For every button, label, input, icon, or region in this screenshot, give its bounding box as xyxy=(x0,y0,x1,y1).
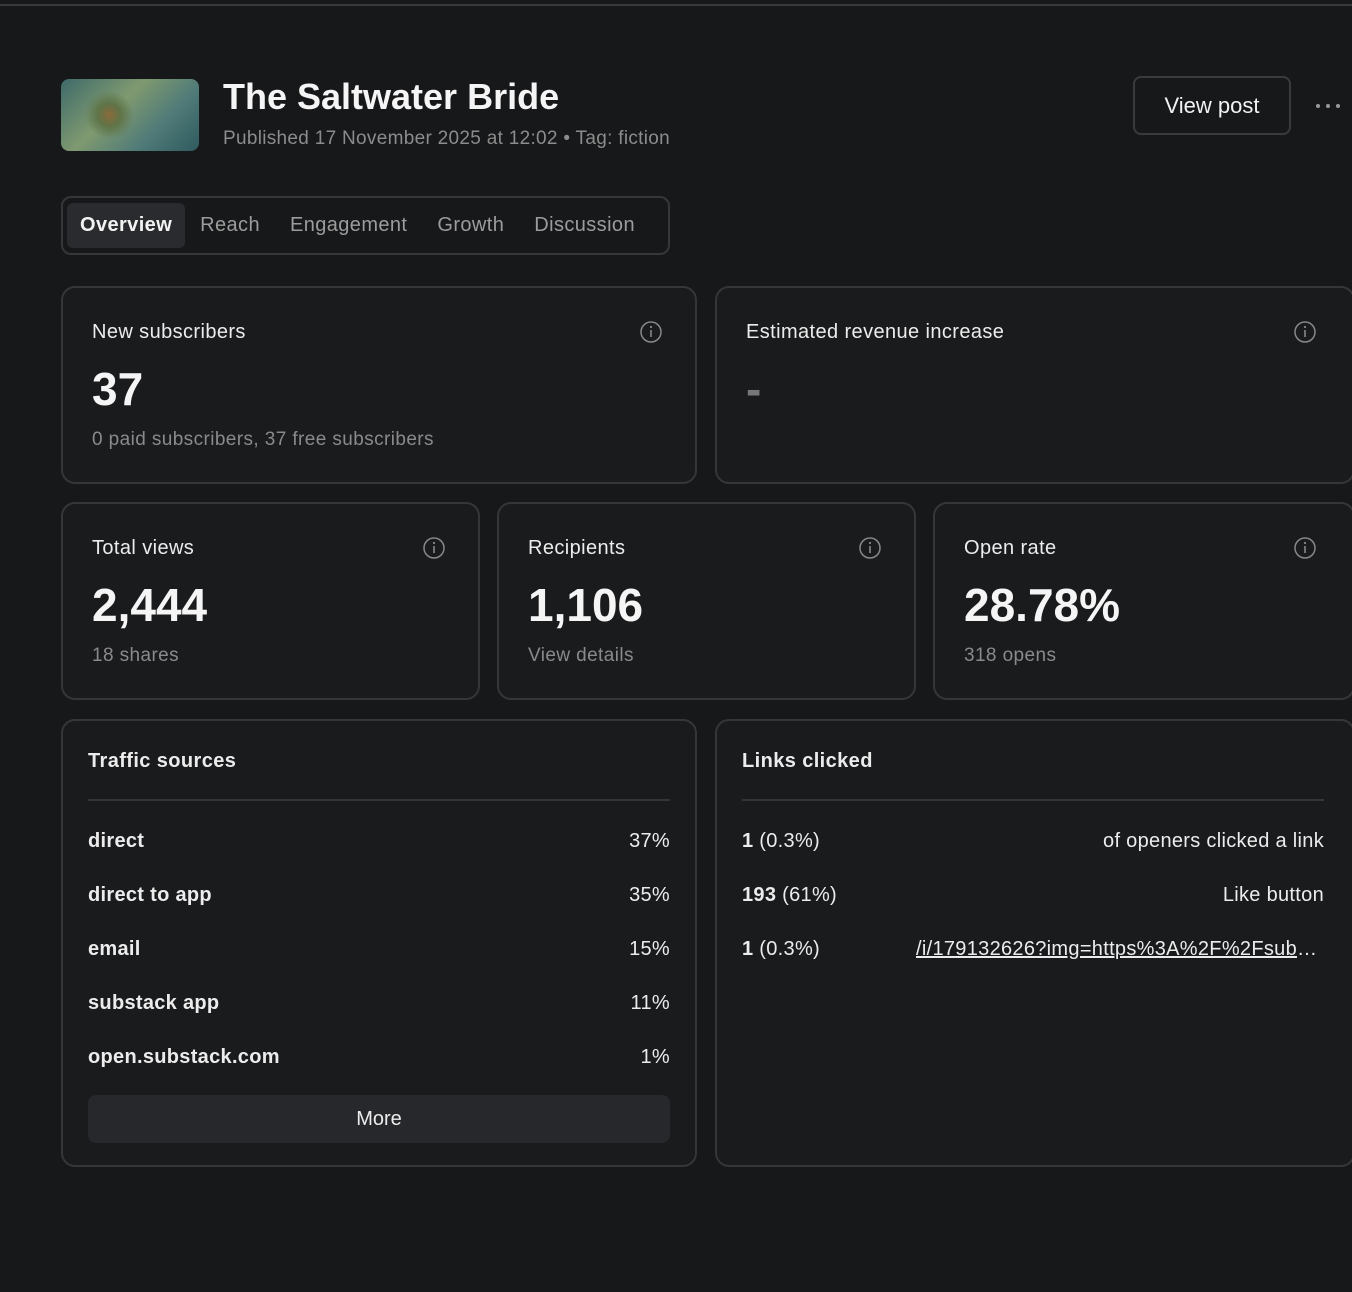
source-share: 15% xyxy=(629,937,670,960)
post-meta: Published 17 November 2025 at 12:02 • Ta… xyxy=(223,128,670,149)
link-label: of openers clicked a link xyxy=(1103,829,1324,852)
source-name: direct to app xyxy=(88,883,212,906)
info-icon[interactable] xyxy=(639,320,663,344)
info-icon[interactable] xyxy=(1293,536,1317,560)
stat-value: 28.78% xyxy=(964,579,1121,631)
traffic-row: direct 37% xyxy=(88,826,670,856)
card-title: Traffic sources xyxy=(88,750,237,772)
tab[interactable]: Overview xyxy=(67,203,186,248)
source-share: 11% xyxy=(630,991,670,1014)
stat-note: 0 paid subscribers, 37 free subscribers xyxy=(92,429,434,450)
traffic-row: email 15% xyxy=(88,934,670,964)
traffic-row: substack app 11% xyxy=(88,988,670,1018)
info-icon[interactable] xyxy=(422,536,446,560)
tab[interactable]: Reach xyxy=(200,214,260,236)
stat-card: Total views 2,444 18 shares xyxy=(61,502,480,700)
stat-note: 318 opens xyxy=(964,645,1057,666)
click-count: 1 xyxy=(742,829,754,852)
stat-value: 1,106 xyxy=(528,579,644,631)
tab[interactable]: Discussion xyxy=(534,214,635,236)
tab[interactable]: Growth xyxy=(437,214,505,236)
link-label: Like button xyxy=(1222,883,1324,906)
source-share: 1% xyxy=(640,1045,670,1068)
stat-card: Open rate 28.78% 318 opens xyxy=(933,502,1352,700)
click-stat: 1 (0.3%) xyxy=(742,830,820,853)
traffic-row: open.substack.com 1% xyxy=(88,1042,670,1072)
click-percent: (0.3%) xyxy=(759,937,821,960)
click-count: 193 xyxy=(742,883,777,906)
link-row: 1 (0.3%) /i/179132626?img=https%3A%2F%2Fs… xyxy=(742,934,1324,964)
source-share: 37% xyxy=(629,829,670,852)
tab[interactable]: Engagement xyxy=(289,214,408,236)
stat-value: 37 xyxy=(92,363,144,415)
post-thumbnail[interactable] xyxy=(61,79,199,151)
source-name: open.substack.com xyxy=(88,1045,280,1068)
divider xyxy=(742,799,1324,801)
click-stat: 1 (0.3%) xyxy=(742,938,820,961)
stat-note: 18 shares xyxy=(92,645,180,666)
click-percent: (0.3%) xyxy=(759,829,821,852)
stat-label: Estimated revenue increase xyxy=(746,321,1005,343)
links-card: Links clicked 1 (0.3%) of openers clicked… xyxy=(715,719,1352,1167)
stat-label: Total views xyxy=(92,537,195,559)
divider xyxy=(88,799,670,801)
top-border xyxy=(0,4,1352,6)
click-stat: 193 (61%) xyxy=(742,884,837,907)
card-title: Links clicked xyxy=(742,750,873,772)
click-percent: (61%) xyxy=(782,883,837,906)
view-post-button[interactable]: View post xyxy=(1133,76,1291,135)
link-row: 1 (0.3%) of openers clicked a link xyxy=(742,826,1324,856)
source-name: email xyxy=(88,937,141,960)
stat-card: Recipients 1,106 View details xyxy=(497,502,916,700)
traffic-row: direct to app 35% xyxy=(88,880,670,910)
view-details-link[interactable]: View details xyxy=(528,645,634,666)
more-button[interactable]: More xyxy=(88,1095,670,1143)
stat-label: New subscribers xyxy=(92,321,246,343)
link-row: 193 (61%) Like button xyxy=(742,880,1324,910)
stat-value: - xyxy=(746,363,762,415)
source-name: direct xyxy=(88,829,145,852)
click-count: 1 xyxy=(742,937,754,960)
stat-card: New subscribers 37 0 paid subscribers, 3… xyxy=(61,286,697,484)
stat-card: Estimated revenue increase - xyxy=(715,286,1352,484)
source-share: 35% xyxy=(629,883,670,906)
info-icon[interactable] xyxy=(1293,320,1317,344)
info-icon[interactable] xyxy=(858,536,882,560)
more-menu[interactable] xyxy=(1314,100,1342,112)
stat-label: Open rate xyxy=(964,537,1057,559)
stat-value: 2,444 xyxy=(92,579,208,631)
link-url[interactable]: /i/179132626?img=https%3A%2F%2Fsubstack-… xyxy=(916,937,1324,960)
tab-bar: Overview Reach Engagement Growth Discuss… xyxy=(61,196,670,255)
traffic-card: Traffic sources direct 37% direct to app 35… xyxy=(61,719,697,1167)
source-name: substack app xyxy=(88,991,220,1014)
post-title: The Saltwater Bride xyxy=(223,76,560,117)
stat-label: Recipients xyxy=(528,537,626,559)
